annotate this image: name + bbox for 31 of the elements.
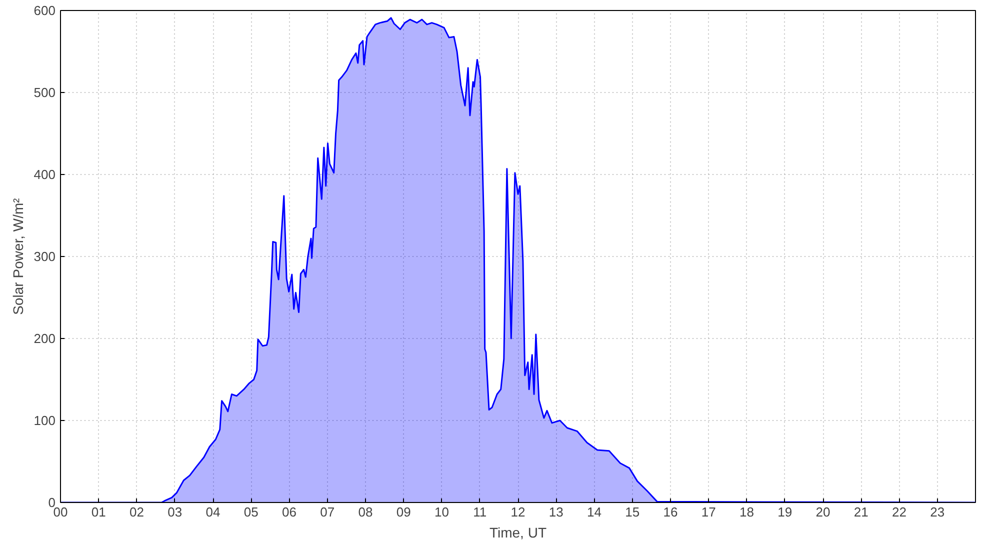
x-tick-label: 06 [282,504,296,520]
x-tick-label: 23 [930,504,945,520]
x-axis-title: Time, UT [489,524,547,540]
y-tick-label: 100 [34,413,56,428]
x-tick-label: 21 [854,504,868,520]
y-axis-title: Solar Power, W/m² [10,198,26,315]
y-tick-label: 500 [34,85,56,100]
x-tick-label: 03 [168,504,182,520]
x-tick-label: 15 [625,504,640,520]
x-tick-label: 01 [91,504,106,520]
x-tick-label: 20 [816,504,830,520]
y-tick-label: 600 [34,3,56,18]
x-tick-label: 18 [740,504,754,520]
y-tick-label: 300 [34,249,56,264]
x-tick-label: 12 [510,504,526,520]
y-tick-label: 200 [34,331,56,346]
x-tick-label: 05 [244,504,258,520]
x-tick-label: 16 [663,504,678,520]
x-tick-label: 14 [587,504,602,520]
x-tick-label: 10 [434,504,449,520]
x-tick-label: 02 [130,504,144,520]
x-tick-label: 22 [892,504,906,520]
x-tick-label: 11 [473,504,487,520]
x-tick-label: 07 [320,504,335,520]
y-tick-label: 400 [34,167,56,182]
x-tick-label: 19 [778,504,792,520]
x-tick-label: 08 [358,504,373,520]
x-tick-label: 17 [701,504,716,520]
x-tick-label: 13 [548,504,564,520]
x-tick-label: 09 [396,504,411,520]
x-tick-label: 04 [206,504,220,520]
